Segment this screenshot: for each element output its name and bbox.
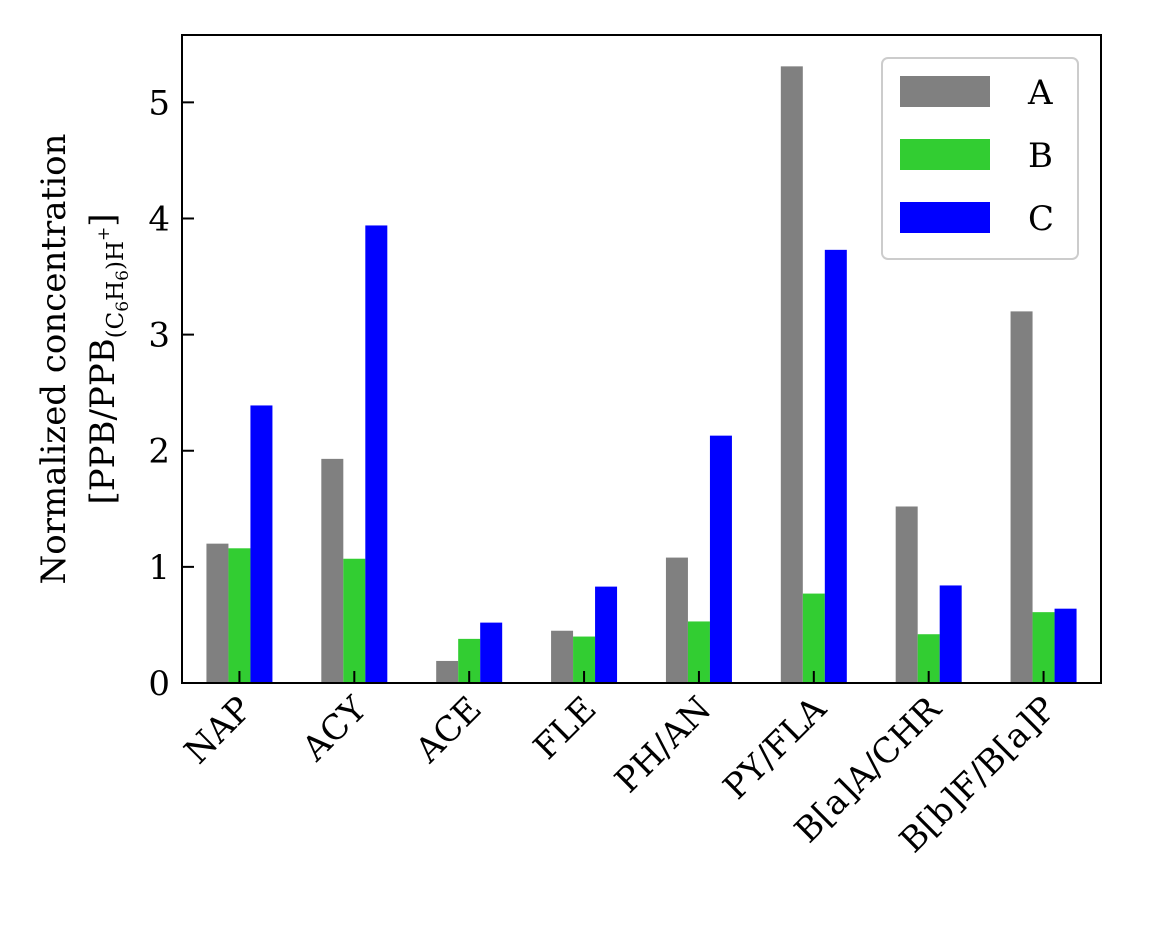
bar-c-nap — [250, 405, 273, 683]
bar-b-fle — [573, 636, 596, 683]
bar-a-py-fla — [780, 66, 803, 683]
x-tick-label-ace: ACE — [407, 689, 489, 771]
legend-label-a: A — [1027, 73, 1053, 113]
legend-swatch-a — [900, 76, 990, 107]
plot-frame — [181, 34, 1102, 684]
bar-b-b-a-a-chr — [917, 634, 940, 683]
legend-label-b: B — [1028, 136, 1053, 176]
y-axis-label-line2: [PPB/PPB(C6H6)H+] — [83, 213, 133, 504]
y-axis-label-sub-6b: 6 — [113, 270, 133, 281]
bar-a-acy — [321, 458, 344, 683]
y-axis-label-sup-plus: + — [94, 227, 114, 241]
bar-c-fle — [595, 586, 618, 683]
bar-a-fle — [551, 630, 574, 683]
bar-a-b-a-a-chr — [895, 506, 918, 683]
bar-a-ph-an — [665, 557, 688, 683]
bar-a-b-b-f-b-a-p — [1010, 311, 1033, 683]
y-axis-label-sub-h: H — [103, 281, 129, 301]
x-tick-label-ph-an: PH/AN — [607, 689, 719, 801]
bar-b-nap — [228, 548, 251, 683]
y-tick-label-1: 1 — [148, 548, 170, 588]
legend: ABC — [881, 57, 1079, 260]
x-tick-label-nap: NAP — [177, 689, 260, 772]
y-tick-label-0: 0 — [148, 664, 170, 704]
y-tick-label-4: 4 — [148, 199, 170, 239]
bar-b-ace — [458, 638, 481, 683]
bar-b-acy — [343, 558, 366, 683]
bar-b-py-fla — [802, 593, 825, 683]
y-axis-label-sub-close: )H — [103, 241, 129, 270]
y-axis-label-sub-6a: 6 — [113, 301, 133, 312]
legend-swatch-c — [900, 202, 990, 233]
bar-c-acy — [365, 225, 388, 684]
y-tick-label-3: 3 — [148, 316, 170, 356]
y-axis-label-close: ] — [83, 213, 123, 226]
bar-c-ph-an — [709, 435, 732, 683]
bar-c-b-a-a-chr — [939, 585, 962, 683]
y-axis-label-prefix: [PPB/PPB — [83, 338, 123, 504]
legend-swatch-b — [900, 139, 990, 170]
x-axis-ticks: NAP ACY ACE FLE PH/ANPY/FLAB[a]A/CHRB[b]F/B[… — [177, 671, 1064, 861]
bar-a-nap — [206, 543, 229, 683]
bar-c-b-b-f-b-a-p — [1054, 608, 1077, 683]
y-tick-label-2: 2 — [148, 432, 170, 472]
y-tick-label-5: 5 — [148, 83, 170, 123]
bar-b-ph-an — [687, 621, 710, 683]
bars-group — [206, 66, 1077, 684]
bar-b-b-b-f-b-a-p — [1032, 612, 1055, 683]
y-axis-ticks: 0 1 2 3 4 5 — [148, 83, 194, 704]
y-axis-label-sub-open: (C — [103, 312, 129, 339]
bar-a-ace — [436, 660, 459, 683]
bar-c-py-fla — [824, 249, 847, 683]
legend-label-c: C — [1028, 199, 1054, 239]
bar-c-ace — [480, 622, 503, 683]
y-axis-label-line1: Normalized concentration — [34, 134, 74, 585]
x-tick-label-acy: ACY — [294, 689, 375, 770]
x-tick-label-fle: FLE — [526, 689, 604, 767]
x-tick-label-py-fla: PY/FLA — [716, 689, 835, 808]
